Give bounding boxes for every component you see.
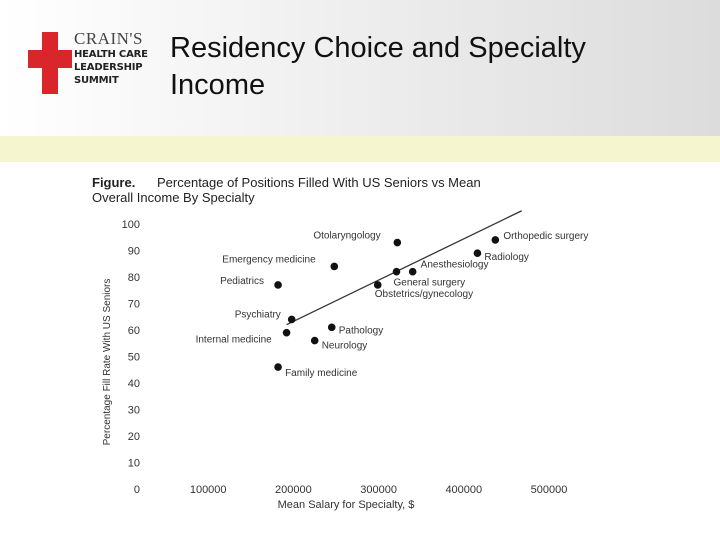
- data-point-label: Orthopedic surgery: [503, 231, 588, 242]
- y-axis-ticks: 0 10 20 30 40 50 60 70 80 90 100: [122, 219, 140, 496]
- data-point-label: Internal medicine: [196, 335, 273, 346]
- logo-line-2: LEADERSHIP: [74, 62, 143, 73]
- data-point: [408, 267, 417, 276]
- slide-title-line-2: Income: [170, 69, 266, 101]
- logo-line-3: SUMMIT: [74, 75, 119, 86]
- x-tick-label: 400000: [445, 484, 482, 496]
- data-point-label: Neurology: [322, 341, 368, 352]
- x-axis-label: Mean Salary for Specialty, $: [278, 499, 415, 511]
- y-tick-label: 100: [122, 219, 140, 231]
- figure-title-line-1: Percentage of Positions Filled With US S…: [157, 175, 481, 190]
- data-point: [274, 281, 282, 289]
- x-tick-label: 300000: [360, 484, 397, 496]
- data-point-label: General surgery: [393, 278, 465, 289]
- data-point: [373, 281, 382, 289]
- x-axis-ticks: 100000 200000 300000 400000 500000: [190, 484, 568, 496]
- slide-header: CRAIN'S HEALTH CARE LEADERSHIP SUMMIT Re…: [0, 0, 720, 136]
- data-point-label: Psychiatry: [235, 309, 281, 320]
- y-tick-label: 0: [134, 484, 140, 496]
- logo-text: CRAIN'S HEALTH CARE LEADERSHIP SUMMIT: [74, 30, 158, 87]
- y-tick-label: 70: [128, 299, 140, 311]
- y-tick-label: 50: [128, 352, 140, 364]
- y-tick-label: 20: [128, 431, 140, 443]
- logo-line-1: HEALTH CARE: [74, 49, 148, 60]
- y-tick-label: 60: [128, 325, 140, 337]
- data-point: [330, 262, 339, 271]
- slide-title: Residency Choice and Specialty Income: [170, 30, 710, 104]
- x-tick-label: 100000: [190, 484, 227, 496]
- y-tick-label: 90: [128, 246, 140, 258]
- data-point: [274, 363, 282, 371]
- crains-logo: CRAIN'S HEALTH CARE LEADERSHIP SUMMIT: [28, 30, 158, 100]
- data-point-label: Obstetrics/gynecology: [375, 289, 473, 300]
- data-point-label: Pediatrics: [220, 276, 264, 287]
- scatter-chart: Figure. Percentage of Positions Filled W…: [92, 175, 589, 511]
- trendline: [286, 210, 523, 326]
- x-tick-label: 500000: [531, 484, 568, 496]
- chart-figure: Figure. Percentage of Positions Filled W…: [0, 162, 720, 540]
- data-point-label: Otolaryngology: [313, 231, 380, 242]
- data-points: Otolaryngology Orthopedic surgery Radiolog…: [196, 231, 589, 380]
- data-point-label: Pathology: [339, 325, 383, 336]
- data-point: [473, 249, 482, 257]
- data-point: [392, 267, 401, 276]
- accent-band: [0, 136, 720, 162]
- logo-brand: CRAIN'S: [74, 29, 143, 48]
- y-tick-label: 80: [128, 272, 140, 284]
- data-point: [282, 328, 291, 337]
- data-point: [393, 238, 402, 247]
- y-tick-label: 10: [128, 458, 140, 470]
- data-point: [287, 315, 296, 324]
- x-tick-label: 200000: [275, 484, 312, 496]
- y-tick-label: 40: [128, 378, 140, 390]
- data-point: [491, 236, 500, 244]
- figure-title-line-2: Overall Income By Specialty: [92, 190, 255, 205]
- data-point: [310, 336, 319, 345]
- y-tick-label: 30: [128, 405, 140, 417]
- data-point-label: Emergency medicine: [222, 254, 316, 265]
- data-point-label: Family medicine: [285, 368, 358, 379]
- data-point-label: Anesthesiology: [421, 260, 489, 271]
- data-point: [327, 323, 336, 332]
- slide-title-line-1: Residency Choice and Specialty: [170, 32, 586, 64]
- red-cross-icon: [28, 30, 72, 96]
- figure-title-prefix: Figure.: [92, 175, 135, 190]
- y-axis-label: Percentage Fill Rate With US Seniors: [102, 279, 113, 446]
- data-point-label: Radiology: [484, 252, 528, 263]
